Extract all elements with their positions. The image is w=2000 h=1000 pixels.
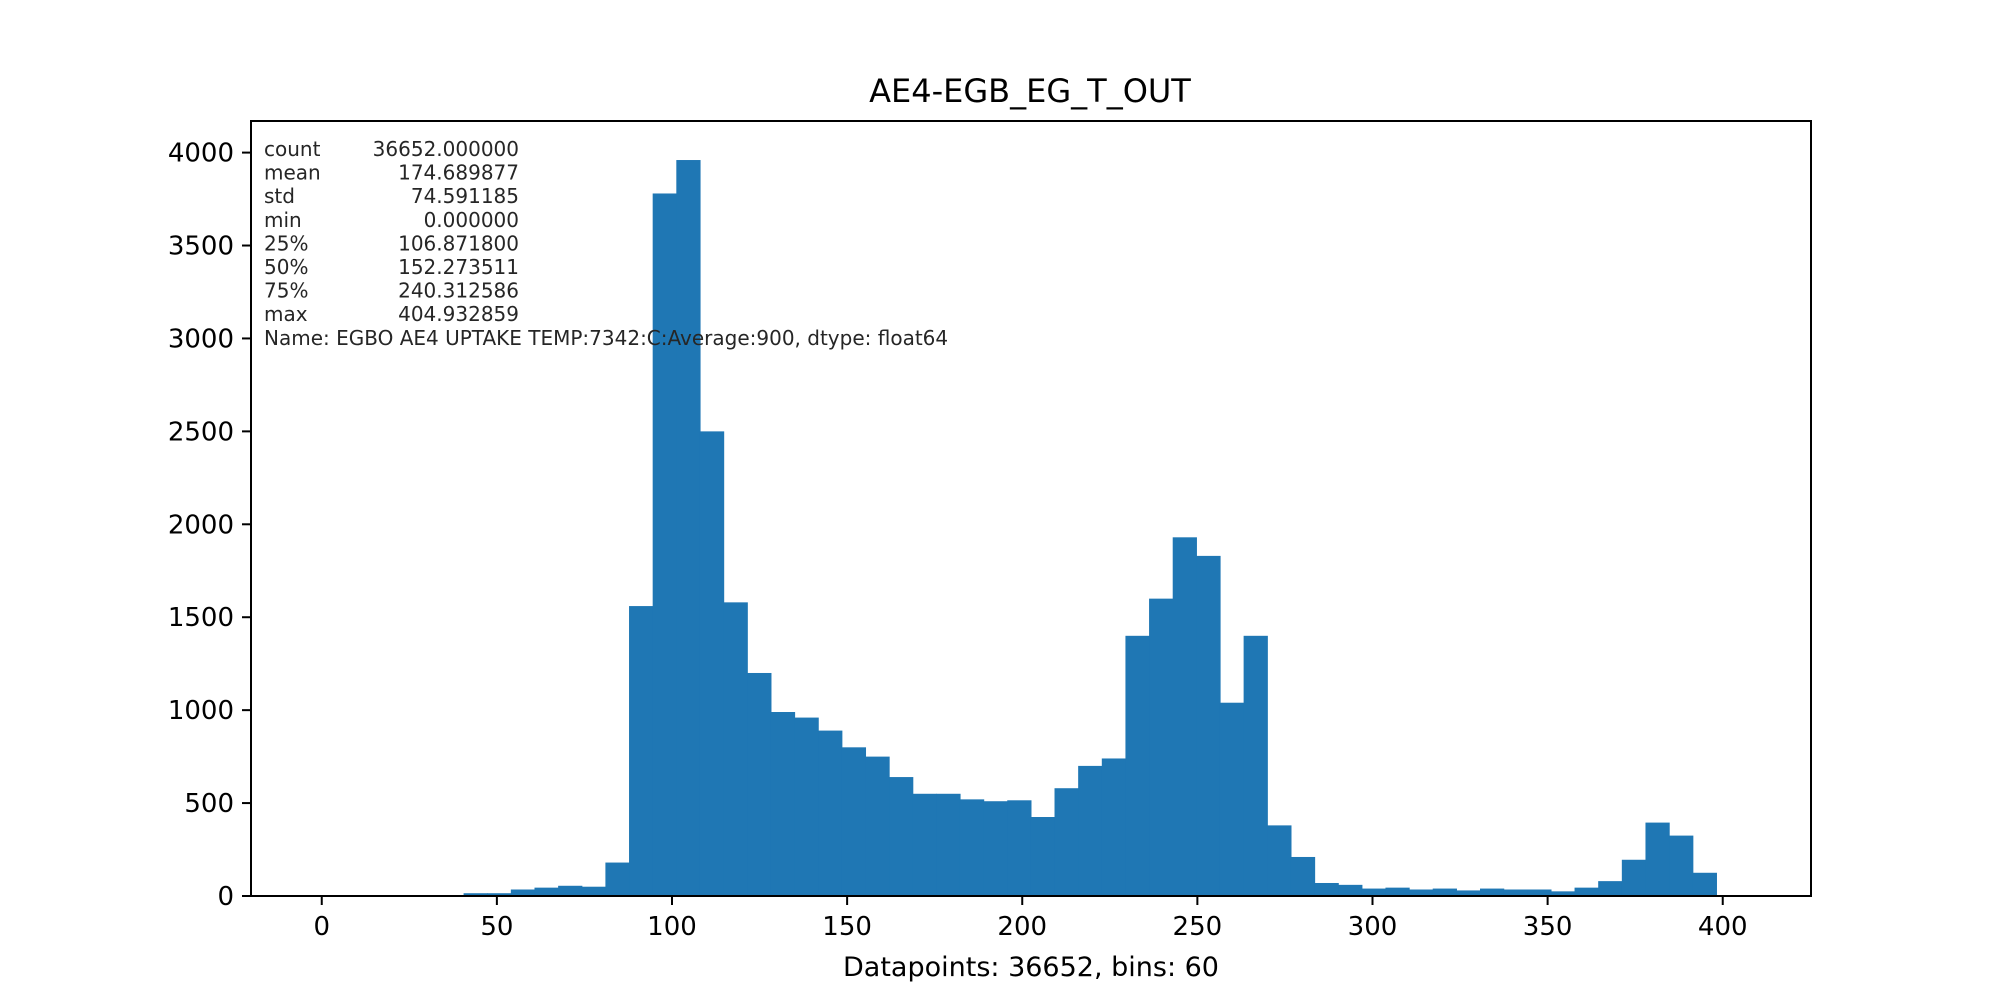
histogram-bar: [1598, 881, 1623, 896]
y-tick-label: 2500: [168, 417, 234, 447]
histogram-bar: [1054, 788, 1079, 896]
histogram-bar: [1290, 856, 1316, 896]
histogram-bar: [463, 893, 488, 896]
stats-value: 240.312586: [398, 279, 519, 303]
histogram-bar: [676, 160, 701, 896]
histogram-bar: [1409, 889, 1434, 896]
histogram-bar: [1243, 635, 1268, 896]
stats-key: 25%: [264, 231, 308, 255]
x-tick-label: 400: [1698, 912, 1748, 942]
histogram-bar: [1267, 825, 1292, 896]
histogram-bar: [699, 431, 725, 896]
histogram-bar: [1574, 887, 1599, 896]
x-tick-label: 200: [997, 912, 1047, 942]
histogram-bar: [983, 801, 1008, 896]
histogram-bar: [510, 889, 536, 896]
stats-key: max: [264, 302, 308, 326]
histogram-bar: [1385, 887, 1410, 896]
stats-key: count: [264, 137, 321, 161]
stats-value: 404.932859: [398, 302, 519, 326]
histogram-bar: [770, 712, 796, 896]
histogram-bar: [1503, 889, 1528, 896]
histogram-bar: [1432, 888, 1457, 896]
stats-key: min: [264, 208, 302, 232]
histogram-bar: [1645, 822, 1670, 896]
histogram-bar: [1314, 882, 1339, 896]
x-tick-label: 0: [313, 912, 330, 942]
histogram-bar: [1101, 758, 1127, 896]
stats-value: 152.273511: [398, 255, 519, 279]
histogram-bar: [652, 193, 677, 897]
histogram-bar: [534, 887, 559, 896]
y-tick-label: 2000: [168, 510, 234, 540]
histogram-bar: [841, 747, 867, 896]
histogram-bar: [1338, 884, 1363, 896]
histogram-bar: [629, 606, 654, 896]
histogram-bar: [1692, 872, 1717, 896]
x-axis-label: Datapoints: 36652, bins: 60: [843, 952, 1219, 983]
histogram-bar: [723, 602, 748, 896]
histogram-bar: [1172, 537, 1197, 896]
stats-value: 0.000000: [424, 208, 519, 232]
histogram-bar: [558, 885, 583, 896]
histogram-bar: [1078, 765, 1103, 896]
histogram-bar: [865, 756, 890, 896]
y-tick-label: 3000: [168, 324, 234, 354]
stats-key: 50%: [264, 255, 308, 279]
y-axis: 0 500 1000 1500 2000 2500 3000 3500 4000: [168, 139, 251, 912]
histogram-bar: [1361, 888, 1387, 896]
histogram-bar: [818, 730, 843, 896]
histogram-bar: [1196, 555, 1221, 896]
x-tick-label: 150: [822, 912, 872, 942]
x-tick-label: 100: [647, 912, 697, 942]
x-axis: 0 50 100 150 200 250 300 350 400: [313, 896, 1748, 942]
x-tick-label: 350: [1523, 912, 1573, 942]
stats-annotation: count 36652.000000 mean 174.689877 std 74.591…: [264, 137, 948, 350]
chart-title: AE4-EGB_EG_T_OUT: [869, 72, 1191, 110]
bars-group: [463, 160, 1717, 897]
stats-value: 36652.000000: [373, 137, 519, 161]
y-tick-label: 500: [184, 789, 234, 819]
histogram-bar: [1125, 635, 1150, 896]
histogram-bar: [936, 793, 961, 896]
histogram-bar: [1621, 859, 1647, 896]
histogram-bar: [794, 717, 819, 896]
histogram-bar: [747, 672, 772, 896]
histogram-bar: [1219, 702, 1245, 896]
stats-value: 174.689877: [398, 161, 519, 185]
histogram-bar: [959, 799, 985, 896]
stats-value: 106.871800: [398, 231, 519, 255]
histogram-bar: [912, 793, 937, 896]
histogram-bar: [1007, 800, 1032, 896]
stats-key: 75%: [264, 279, 308, 303]
x-tick-label: 250: [1173, 912, 1223, 942]
stats-key: mean: [264, 161, 321, 185]
y-tick-label: 1000: [168, 696, 234, 726]
histogram-bar: [1669, 835, 1694, 896]
histogram-bar: [1456, 890, 1481, 896]
y-tick-label: 3500: [168, 232, 234, 262]
y-tick-label: 1500: [168, 603, 234, 633]
stats-name-line: Name: EGBO AE4 UPTAKE TEMP:7342:C:Averag…: [264, 326, 948, 350]
histogram-bar: [1480, 888, 1505, 896]
stats-key: std: [264, 184, 295, 208]
x-tick-label: 300: [1348, 912, 1398, 942]
histogram-bar: [487, 893, 512, 896]
stats-value: 74.591185: [411, 184, 519, 208]
histogram-bar: [1149, 598, 1174, 896]
histogram-bar: [889, 777, 914, 896]
histogram-bar: [581, 886, 607, 896]
x-tick-label: 50: [480, 912, 513, 942]
plot-frame: [250, 120, 1812, 897]
y-tick-label: 4000: [168, 139, 234, 169]
histogram-bar: [1550, 891, 1576, 896]
histogram-bar: [605, 862, 630, 896]
y-tick-label: 0: [217, 882, 234, 912]
histogram-bar: [1527, 889, 1552, 896]
histogram-bar: [1030, 817, 1056, 896]
